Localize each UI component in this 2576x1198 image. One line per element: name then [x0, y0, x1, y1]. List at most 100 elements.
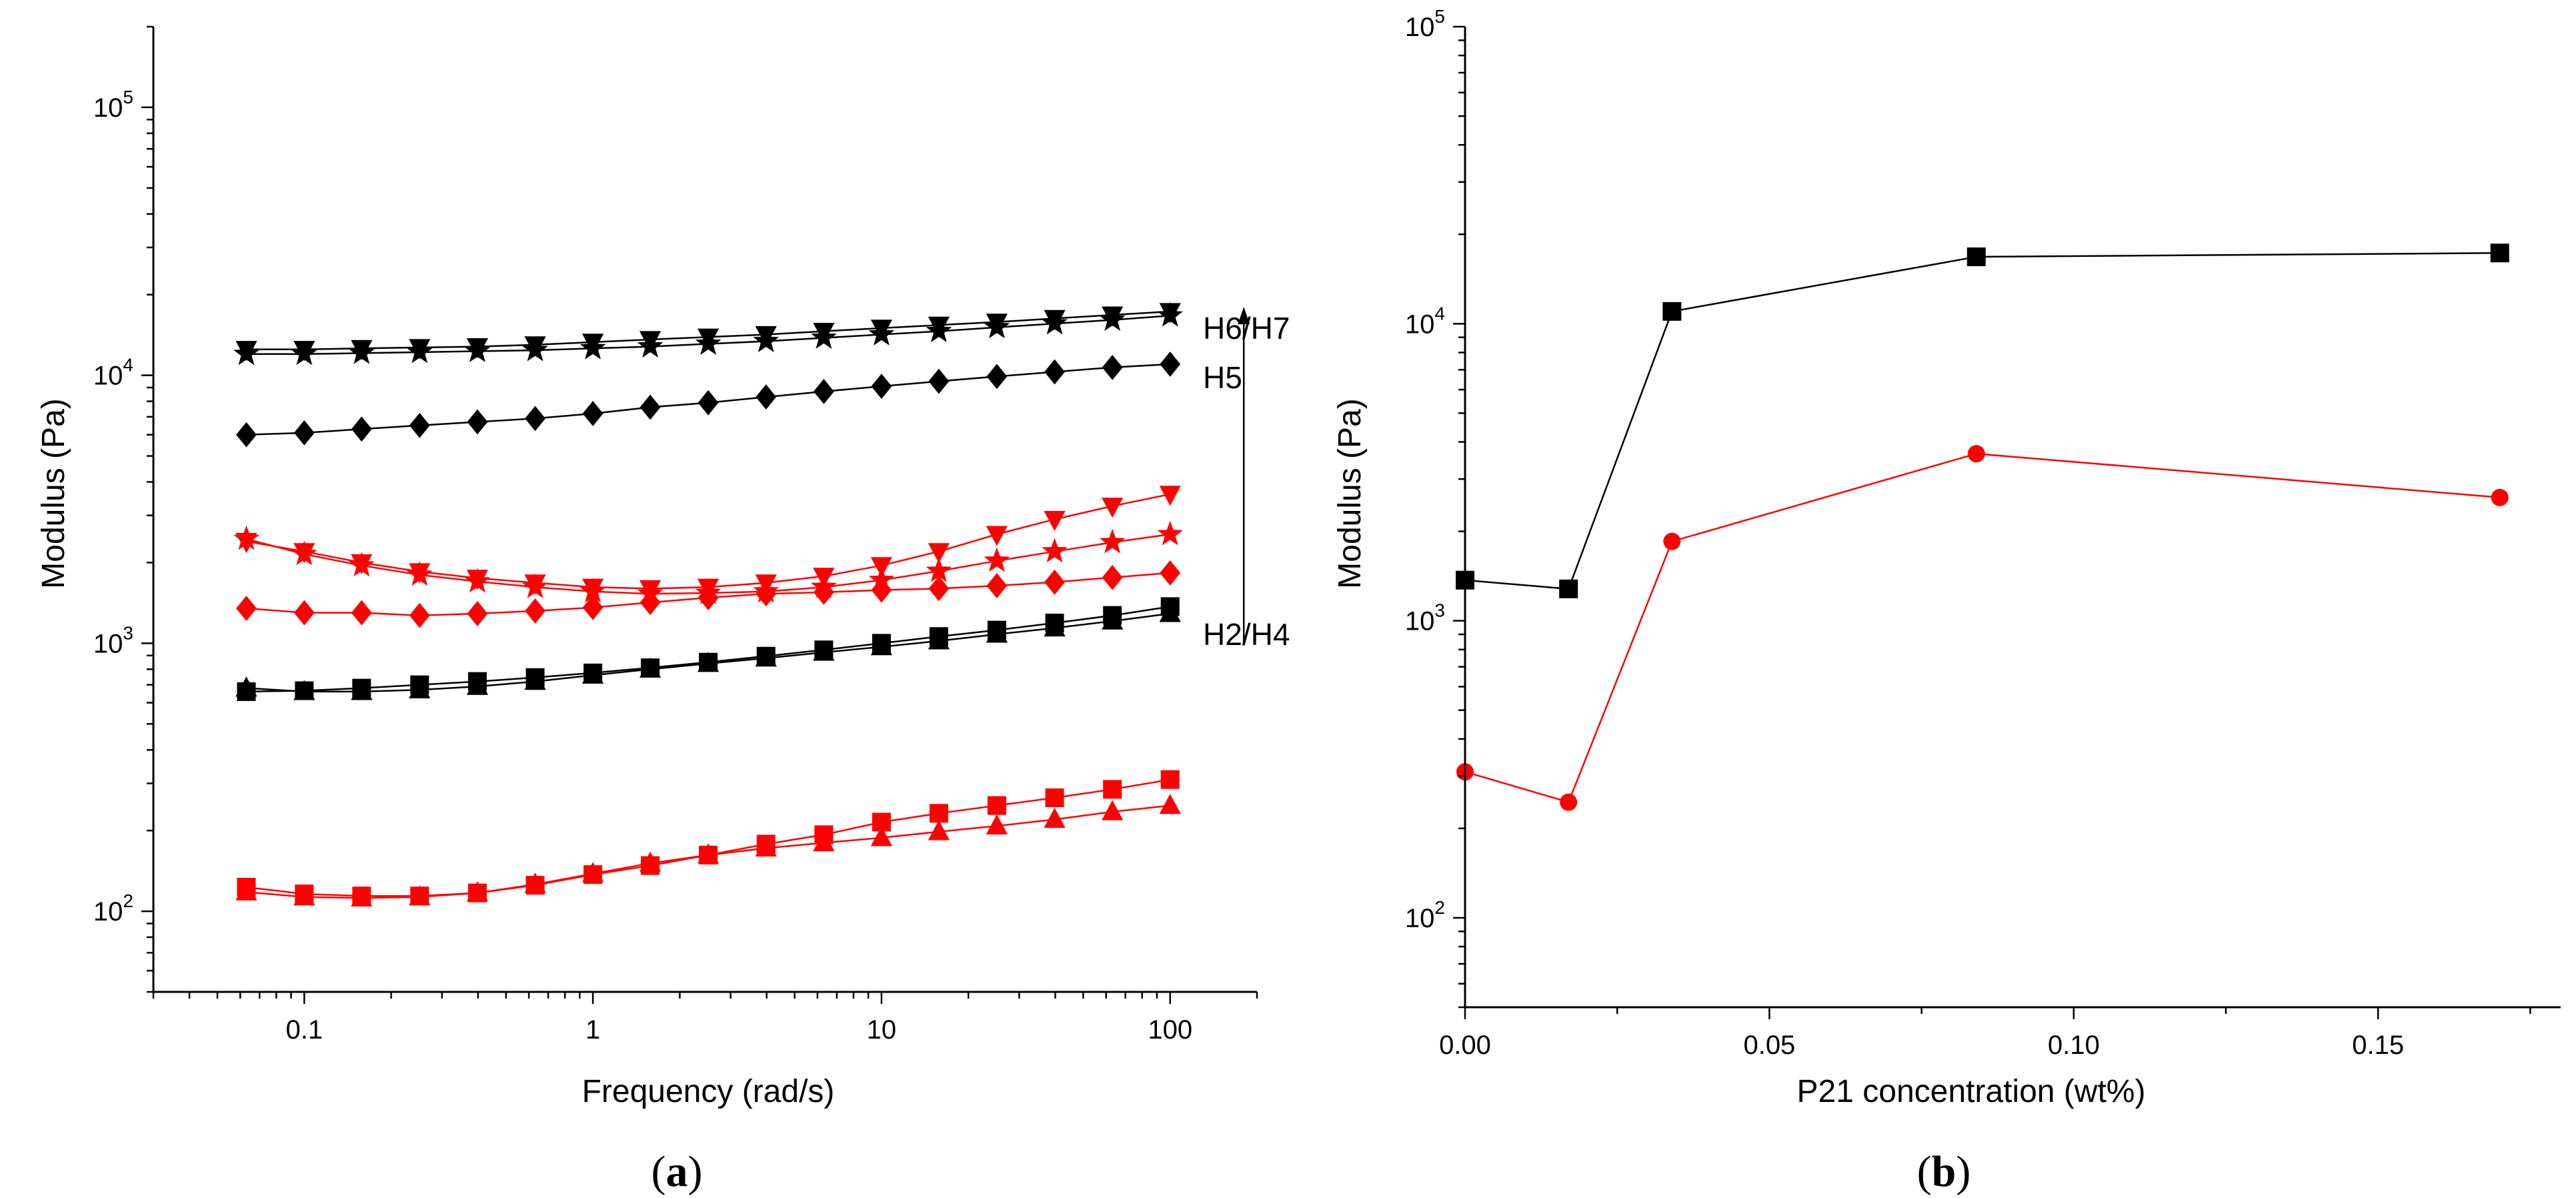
chart-a-y-axis-title: Modulus (Pa)	[36, 398, 71, 588]
a-data-point	[698, 585, 719, 610]
a-arrow-head	[1238, 307, 1250, 325]
a-data-point	[582, 594, 603, 620]
a-data-point	[235, 676, 257, 697]
a-data-point	[525, 406, 545, 432]
a-series-line	[246, 778, 1170, 897]
a-x-tick-label: 0.1	[285, 1015, 323, 1045]
a-data-point	[870, 826, 893, 846]
b-y-tick-label: 105	[1405, 6, 1445, 42]
a-data-point	[1044, 569, 1065, 595]
a-data-point	[928, 820, 950, 840]
a-data-point	[1160, 560, 1181, 586]
a-data-point	[1102, 800, 1124, 820]
a-data-point	[986, 573, 1008, 598]
a-x-tick-label: 1	[585, 1015, 600, 1045]
a-data-point	[753, 328, 779, 352]
a-x-tick-label: 10	[867, 1015, 897, 1045]
a-data-point	[407, 338, 433, 364]
a-data-point	[756, 581, 777, 607]
a-data-point	[1044, 359, 1065, 385]
a-data-point	[637, 333, 664, 358]
a-data-point	[409, 678, 431, 698]
a-data-point	[870, 635, 893, 656]
a-data-point	[928, 629, 950, 650]
a-data-point	[756, 384, 777, 410]
b-data-point	[1560, 793, 1578, 811]
a-data-point	[351, 600, 372, 626]
a-data-point	[464, 568, 491, 593]
a-data-point	[351, 680, 373, 700]
panel-label-b: (b)	[1917, 1147, 1971, 1196]
a-data-point	[872, 812, 891, 832]
a-data-point	[928, 368, 950, 394]
a-data-point	[1099, 528, 1126, 554]
a-data-point	[868, 321, 895, 346]
a-data-point	[1045, 788, 1064, 808]
a-data-point	[639, 851, 662, 872]
a-y-tick-label: 102	[93, 890, 133, 927]
a-data-point	[639, 590, 661, 616]
a-data-point	[349, 340, 375, 364]
b-data-point	[1967, 247, 1986, 266]
a-data-point	[579, 335, 606, 360]
a-data-point	[1102, 564, 1123, 590]
a-data-point	[984, 314, 1010, 339]
a-data-point	[986, 364, 1008, 390]
b-data-point	[1663, 532, 1681, 550]
b-x-tick-label: 0.00	[1439, 1031, 1491, 1060]
chart-b-series	[1456, 243, 2509, 811]
a-data-point	[813, 640, 835, 661]
b-x-tick-label: 0.10	[2048, 1031, 2100, 1060]
a-data-point	[233, 340, 259, 366]
chart-a-series	[233, 302, 1183, 907]
a-data-point	[236, 596, 257, 621]
a-data-point	[579, 578, 606, 603]
a-data-point	[1042, 310, 1068, 335]
a-data-point	[1159, 602, 1181, 622]
chart-a-x-axis-title: Frequency (rad/s)	[582, 1074, 835, 1109]
a-data-point	[1102, 498, 1124, 518]
a-y-tick-label: 103	[93, 622, 133, 658]
a-data-point	[1099, 306, 1126, 331]
a-data-point	[1159, 794, 1181, 814]
a-data-point	[929, 804, 948, 823]
a-data-point	[928, 543, 950, 564]
a-data-point	[986, 526, 1008, 546]
a-data-point	[755, 836, 777, 857]
b-x-tick-label: 0.05	[1743, 1031, 1795, 1060]
a-data-point	[1103, 780, 1122, 799]
a-data-point	[349, 552, 375, 577]
a-data-point	[1160, 770, 1180, 789]
a-data-point	[871, 577, 892, 603]
a-data-point	[1044, 616, 1066, 637]
a-data-point	[1044, 511, 1066, 532]
b-y-tick-label: 104	[1405, 303, 1445, 339]
b-series-line	[1464, 252, 2500, 590]
b-y-tick-label: 102	[1405, 897, 1445, 933]
a-data-point	[351, 416, 372, 442]
a-x-tick-label: 100	[1148, 1015, 1192, 1045]
a-data-point	[698, 390, 719, 416]
chart-a-ticks: 102 103 104 105 0.1 1 10 100	[93, 25, 1258, 1045]
a-data-point	[813, 379, 834, 404]
a-data-point	[293, 420, 315, 446]
b-data-point	[2490, 243, 2509, 263]
a-data-point	[524, 872, 546, 893]
a-data-point	[409, 412, 430, 438]
a-data-point	[522, 573, 548, 598]
b-data-point	[2491, 488, 2509, 506]
a-data-point	[407, 561, 433, 586]
a-data-point	[926, 557, 952, 582]
a-data-point	[464, 338, 491, 362]
a-data-point	[987, 796, 1006, 815]
a-data-point	[293, 885, 315, 906]
b-series-line	[1464, 452, 2500, 804]
a-data-point	[466, 881, 489, 902]
a-annotation: H5	[1203, 360, 1242, 395]
b-data-point	[1662, 302, 1682, 321]
b-data-point	[1967, 445, 1985, 463]
a-data-point	[409, 602, 430, 628]
a-data-point	[697, 652, 720, 672]
a-data-point	[1102, 354, 1123, 380]
